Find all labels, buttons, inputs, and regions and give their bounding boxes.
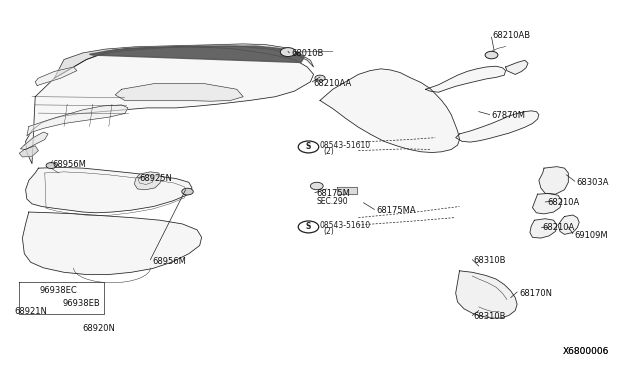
Text: (2): (2) [323,227,334,236]
Polygon shape [27,105,128,136]
Polygon shape [134,172,161,190]
Polygon shape [530,219,557,238]
Text: 68925N: 68925N [140,174,172,183]
Text: 68010B: 68010B [291,49,324,58]
Text: 96938EB: 96938EB [63,299,100,308]
Polygon shape [426,66,506,92]
Polygon shape [506,60,528,74]
Text: 68210A: 68210A [543,223,575,232]
Text: 08543-51610: 08543-51610 [320,221,371,230]
Polygon shape [115,84,243,101]
Text: X6800006: X6800006 [563,347,609,356]
Polygon shape [54,44,314,78]
Text: S: S [306,142,311,151]
Circle shape [315,75,325,81]
Polygon shape [20,132,48,150]
Text: 68310B: 68310B [474,312,506,321]
Circle shape [182,188,193,195]
Text: SEC.290: SEC.290 [317,197,348,206]
Circle shape [298,221,319,233]
Text: 68920N: 68920N [82,324,115,333]
Text: 69109M: 69109M [575,231,609,240]
Circle shape [280,48,296,57]
Text: 08543-51610: 08543-51610 [320,141,371,150]
Text: S: S [306,222,311,231]
Polygon shape [26,167,192,213]
Polygon shape [539,167,568,194]
Text: 68303A: 68303A [576,178,609,187]
Text: 68175M: 68175M [317,189,351,198]
Text: 67870M: 67870M [492,111,525,120]
Polygon shape [320,69,460,153]
Polygon shape [90,46,304,62]
Circle shape [298,141,319,153]
Text: X6800006: X6800006 [563,347,609,356]
Polygon shape [35,67,77,86]
Polygon shape [456,271,517,318]
Polygon shape [532,193,562,214]
Text: 68210AB: 68210AB [493,31,531,40]
Polygon shape [337,187,357,194]
Text: 68310B: 68310B [474,256,506,265]
Text: 68956M: 68956M [152,257,186,266]
Polygon shape [26,46,314,164]
Polygon shape [19,146,38,157]
Polygon shape [558,215,579,234]
Circle shape [46,163,56,169]
Polygon shape [22,212,202,275]
Text: 68956M: 68956M [52,160,86,169]
Text: 68170N: 68170N [520,289,553,298]
Text: (2): (2) [323,147,334,156]
Text: 68210AA: 68210AA [314,79,352,88]
Text: 68210A: 68210A [547,198,579,207]
Polygon shape [456,111,539,142]
Circle shape [485,51,498,59]
Text: 68175MA: 68175MA [376,206,416,215]
Circle shape [310,182,323,190]
Text: 68921N: 68921N [14,307,47,316]
Text: 96938EC: 96938EC [40,286,77,295]
